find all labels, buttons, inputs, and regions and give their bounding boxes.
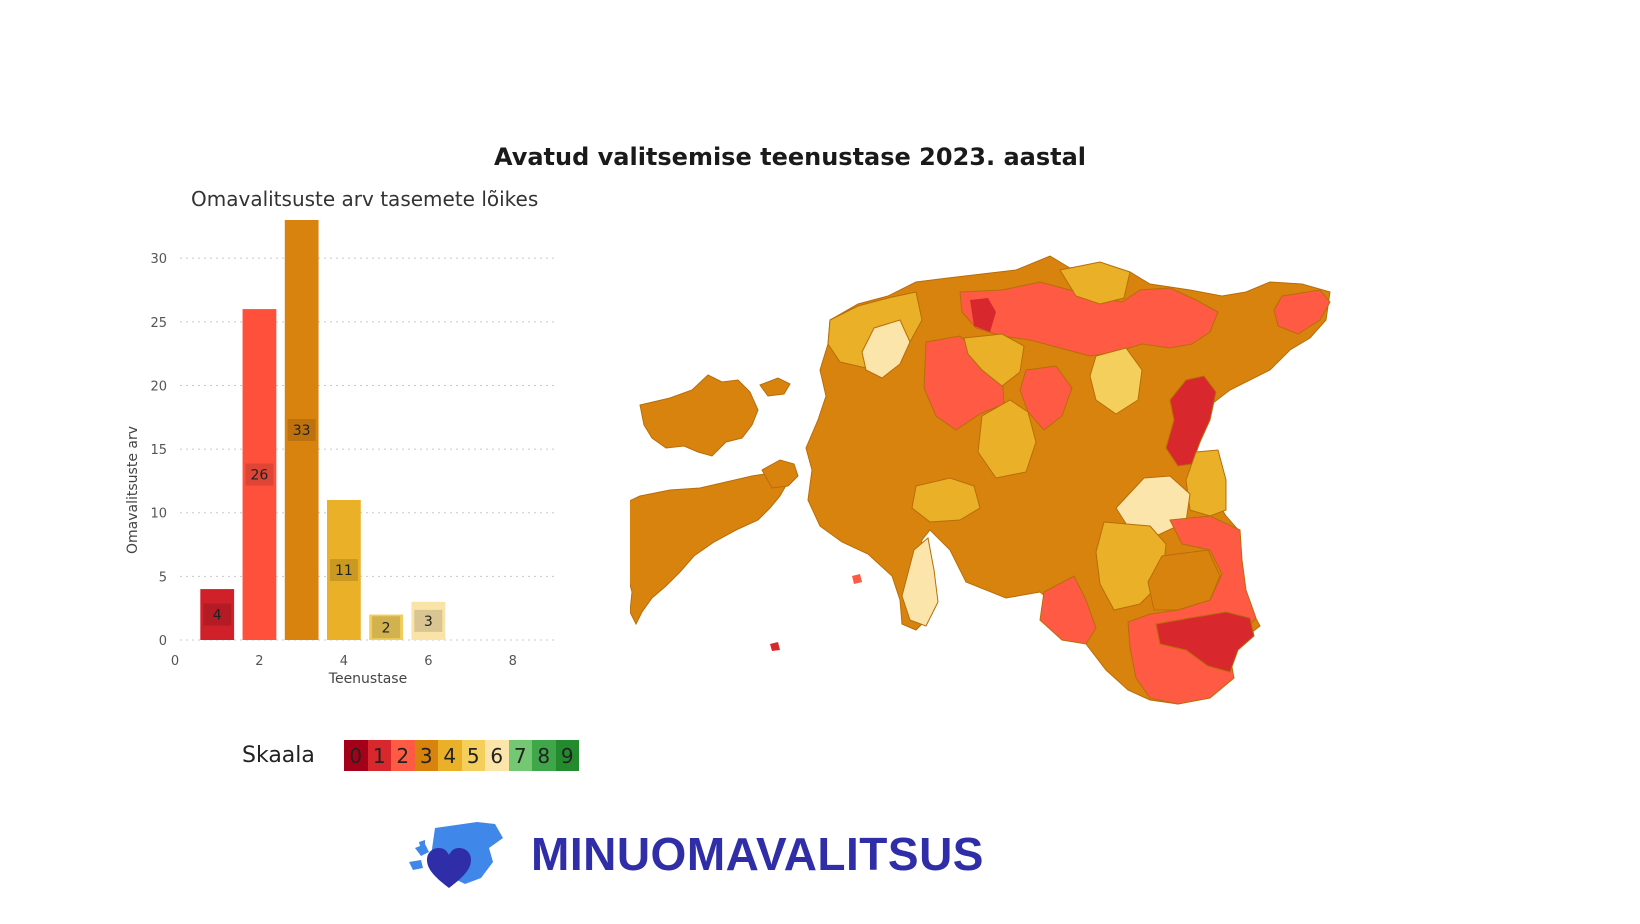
y-tick-label: 15 (150, 443, 167, 458)
x-tick-label: 6 (424, 654, 432, 669)
data-label-bg (203, 603, 232, 626)
map-region-viljandi-yellow (911, 477, 981, 523)
bars (200, 220, 446, 640)
bar (284, 220, 319, 640)
data-label-bg (245, 463, 274, 486)
y-tick-label: 10 (150, 507, 167, 522)
y-tick-label: 0 (159, 634, 167, 649)
map-region-tartu-yellow (1095, 521, 1167, 611)
legend-swatch: 1 (367, 740, 391, 771)
map-island-vormsi (759, 377, 791, 397)
map-region-southeast-orange (1147, 549, 1221, 611)
map-region-lahemaa-yellow (1059, 261, 1131, 305)
legend-swatch: 4 (438, 740, 462, 771)
legend-swatch: 8 (532, 740, 556, 771)
bar (242, 309, 277, 640)
map-region-parnu-light (901, 537, 939, 627)
bar (369, 614, 403, 640)
x-tick-label: 0 (171, 654, 179, 669)
estonia-map (630, 255, 1331, 705)
data-label-bg (372, 616, 401, 639)
data-label: 4 (213, 608, 222, 624)
brand-name: MINUOMAVALITSUS (531, 828, 984, 880)
bar (327, 500, 361, 640)
map-region-northeast-red (1273, 289, 1331, 335)
map-island-muhu (761, 459, 799, 489)
legend-swatch: 6 (485, 740, 509, 771)
legend-swatch: 5 (461, 740, 485, 771)
legend-label: Skaala (242, 743, 315, 768)
map-region-tallinn-dark (970, 298, 996, 332)
brand: MINUOMAVALITSUS (407, 818, 984, 890)
y-tick-label: 25 (150, 316, 167, 331)
map-region-center-yellow (1089, 347, 1143, 415)
map-region-setomaa-dark (1155, 611, 1255, 673)
x-tick-label: 4 (340, 654, 348, 669)
legend-swatch: 7 (508, 740, 532, 771)
map-region-peipsi-yellow (1185, 449, 1227, 517)
map-region-jarva-yellow (977, 399, 1037, 479)
x-axis-label: Teenustase (328, 671, 407, 687)
bar (200, 589, 235, 640)
x-tick-label: 8 (509, 654, 517, 669)
legend-swatch: 3 (414, 740, 438, 771)
y-tick-label: 20 (150, 379, 167, 394)
data-labels: 4 26 33 11 2 3 (203, 419, 443, 639)
y-axis-label: Omavalitsuste arv (125, 426, 141, 554)
chart-title: Omavalitsuste arv tasemete lõikes (191, 187, 539, 211)
x-tick-label: 2 (255, 654, 263, 669)
page-title: Avatud valitsemise teenustase 2023. aast… (493, 143, 1087, 171)
map-island-kihnu (852, 574, 862, 584)
legend-swatch: 0 (344, 740, 368, 771)
bar (411, 601, 446, 640)
y-axis-ticks: 0 5 10 15 20 25 30 (150, 252, 167, 649)
map-region-valga-red (1039, 575, 1097, 645)
map-island-saaremaa (630, 471, 789, 626)
y-tick-label: 5 (159, 570, 167, 585)
data-label: 33 (293, 423, 311, 439)
map-island-ruhnu (770, 642, 780, 651)
legend-swatch: 9 (555, 740, 579, 771)
data-label-bg (287, 419, 316, 441)
map-region-harju-yellow (963, 333, 1025, 387)
x-axis-ticks: 0 2 4 6 8 (171, 654, 517, 669)
data-label: 2 (382, 620, 391, 636)
map-island-hiiumaa (639, 374, 759, 457)
legend-swatch: 2 (391, 740, 415, 771)
data-label: 26 (251, 468, 269, 484)
y-tick-label: 30 (150, 252, 167, 267)
data-label-bg (329, 559, 358, 581)
data-label: 11 (335, 563, 353, 579)
map-region-jarva-red (1019, 365, 1073, 431)
data-label: 3 (424, 614, 433, 630)
gridlines (180, 257, 555, 641)
map-region-west-light (861, 319, 911, 379)
heart-map-icon (409, 822, 503, 888)
data-label-bg (414, 609, 443, 632)
